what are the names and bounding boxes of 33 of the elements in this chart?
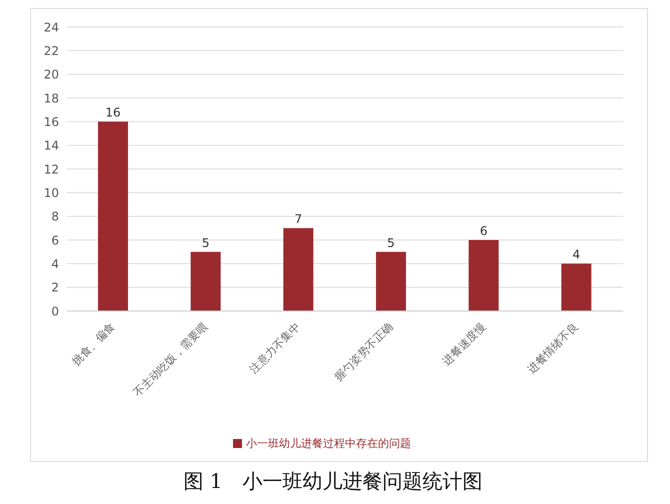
y-tick-label: 18 <box>44 91 59 106</box>
y-tick-label: 8 <box>51 210 59 224</box>
y-tick-label: 6 <box>51 233 59 248</box>
y-tick-label: 0 <box>51 304 59 318</box>
bar <box>283 228 314 311</box>
x-tick-label: 进餐情绪不良 <box>525 320 581 376</box>
legend-label: 小一班幼儿进餐过程中存在的问题 <box>246 437 411 450</box>
x-tick-label: 进餐速度慢 <box>440 320 488 368</box>
y-tick-label: 20 <box>44 68 59 82</box>
data-label: 5 <box>387 236 395 250</box>
text: 图 1 小一班幼儿进餐问题统计图 <box>182 468 484 495</box>
bar <box>98 122 128 311</box>
x-tick-label: 握勺姿势不正确 <box>332 320 396 384</box>
y-tick-label: 16 <box>44 114 59 129</box>
y-tick-label: 2 <box>51 280 59 295</box>
data-label: 4 <box>572 248 580 262</box>
y-tick-label: 4 <box>51 256 59 271</box>
data-label: 7 <box>294 212 302 226</box>
data-label: 16 <box>105 106 121 120</box>
bar <box>468 240 499 311</box>
data-label: 5 <box>202 236 210 250</box>
x-tick-label: 注意力不集中 <box>247 320 303 376</box>
y-tick-label: 10 <box>44 186 59 200</box>
y-tick-label: 22 <box>44 44 59 58</box>
x-tick-label: 不主动吃饭，需要喂 <box>131 320 210 400</box>
y-tick-label: 14 <box>44 138 59 153</box>
x-tick-label: 挑食、偏食 <box>69 320 118 368</box>
bar <box>561 264 592 311</box>
bar <box>190 252 221 311</box>
y-tick-label: 24 <box>44 20 59 34</box>
y-tick-label: 12 <box>44 162 59 176</box>
bar <box>376 252 406 311</box>
data-label: 6 <box>480 224 488 238</box>
